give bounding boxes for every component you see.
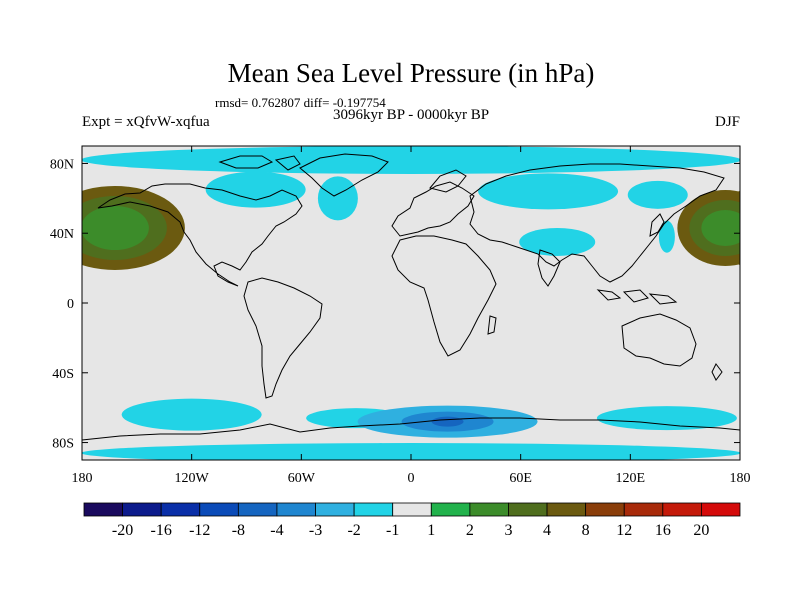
anomaly-arctic-0: [82, 146, 740, 174]
x-tick-label: 180: [730, 471, 751, 486]
anomaly-west-pacific-2: [701, 209, 740, 246]
anomaly-southern-ocean-pacific-0: [121, 398, 262, 431]
anomaly-siberia-0: [478, 173, 619, 210]
colorbar-swatch: [83, 502, 123, 517]
colorbar-label: 8: [582, 522, 590, 539]
colorbar-swatch: [122, 502, 162, 517]
colorbar-label: 12: [616, 522, 632, 539]
x-tick-label: 120W: [175, 471, 210, 486]
anomaly-north-pacific-low-2: [82, 205, 149, 250]
colorbar-label: -2: [347, 522, 360, 539]
colorbar-swatch: [315, 502, 355, 517]
anomaly-japan-0: [658, 220, 675, 253]
colorbar-swatch: [353, 502, 394, 517]
period-label: 3096kyr BP - 0000kyr BP: [333, 107, 489, 123]
colorbar-label: -16: [151, 522, 172, 539]
chart-title: Mean Sea Level Pressure (in hPa): [228, 58, 595, 88]
y-tick-label: 80N: [50, 157, 74, 172]
colorbar-swatch: [469, 502, 509, 517]
y-tick-label: 80S: [52, 437, 74, 452]
anomaly-southern-ocean-indian-2: [431, 416, 464, 427]
experiment-label: Expt = xQfvW-xqfua: [82, 114, 210, 130]
anomaly-southern-ocean-australia-0: [596, 406, 737, 431]
x-tick-label: 120E: [616, 471, 646, 486]
x-tick-label: 60W: [288, 471, 316, 486]
x-tick-label: 0: [408, 471, 415, 486]
colorbar-swatch: [701, 502, 741, 517]
y-tick-label: 40S: [52, 367, 74, 382]
anomaly-east-siberia-0: [627, 180, 688, 209]
colorbar-label: -12: [189, 522, 210, 539]
coastlines: [82, 153, 740, 441]
colorbar-swatch: [546, 502, 587, 517]
anomaly-wrap-6: [739, 158, 740, 162]
anomaly-canada-0: [205, 171, 306, 208]
y-tick-label: 40N: [50, 227, 74, 242]
colorbar-label: -4: [270, 522, 283, 539]
x-tick-label: 60E: [509, 471, 532, 486]
x-axis: 180 120W 60W 0 60E 120E 180: [72, 146, 751, 486]
colorbar-swatch: [508, 502, 548, 517]
colorbar-swatch: [237, 502, 278, 517]
colorbar-label: 2: [466, 522, 474, 539]
colorbar-swatch: [276, 502, 316, 517]
colorbar-swatch: [392, 502, 432, 517]
colorbar-swatch: [199, 502, 239, 517]
season-label: DJF: [715, 114, 740, 130]
colorbar-label: -20: [112, 522, 133, 539]
colorbar-label: 1: [427, 522, 435, 539]
colorbar-label: 16: [655, 522, 671, 539]
colorbar-label: 4: [543, 522, 551, 539]
x-tick-label: 180: [72, 471, 93, 486]
anomaly-antarctica-0: [82, 443, 740, 460]
y-tick-label: 0: [67, 297, 74, 312]
anomaly-wrap-2: [738, 222, 740, 234]
colorbar-label: 3: [504, 522, 512, 539]
colorbar: -20 -16 -12 -8 -4 -3 -2 -1 1 2 3 4 8 12 16 20: [83, 502, 741, 539]
anomaly-tibetan-plateau-0: [519, 227, 596, 256]
colorbar-swatch: [662, 502, 702, 517]
colorbar-swatch: [585, 502, 625, 517]
anomaly-wrap-19: [739, 452, 740, 454]
stats-label: rmsd= 0.762807 diff= -0.197754: [215, 95, 386, 110]
anomaly-greenland-0: [317, 176, 358, 221]
y-axis: 80N 40N 0 40S 80S: [50, 157, 740, 452]
colorbar-label: -1: [386, 522, 399, 539]
colorbar-label: -3: [309, 522, 322, 539]
colorbar-swatch: [623, 502, 664, 517]
colorbar-swatch: [160, 502, 201, 517]
colorbar-label: 20: [693, 522, 709, 539]
colorbar-swatch: [430, 502, 471, 517]
colorbar-label: -8: [232, 522, 245, 539]
